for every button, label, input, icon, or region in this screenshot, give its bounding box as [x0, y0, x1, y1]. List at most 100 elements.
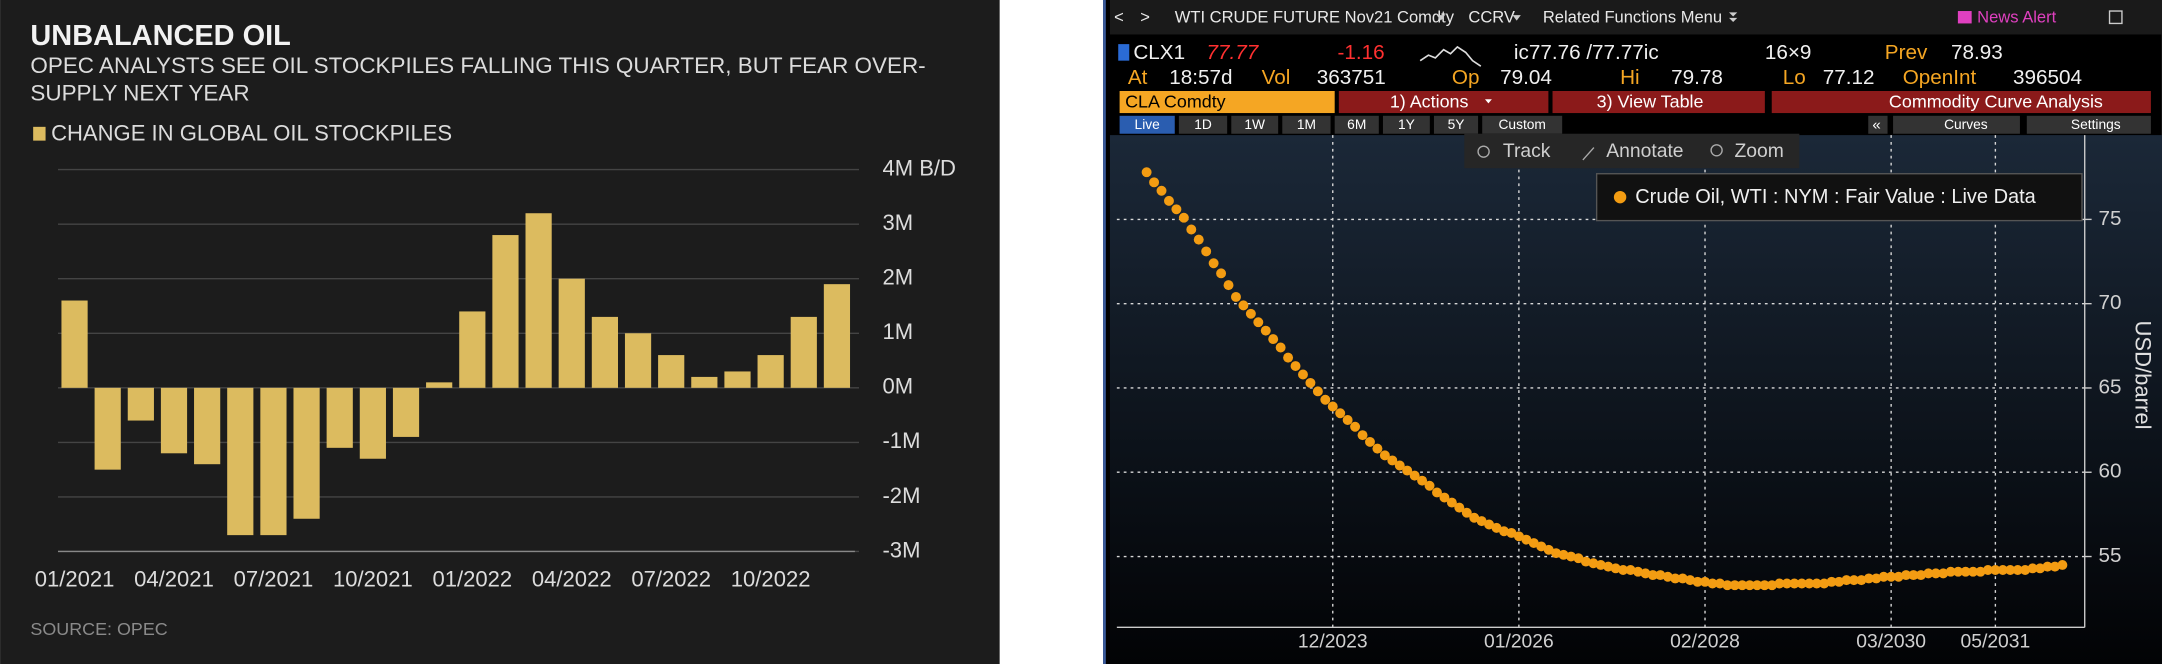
point — [1834, 576, 1844, 587]
title-box — [1771, 90, 2151, 114]
point — [1528, 538, 1539, 549]
point — [1700, 576, 1710, 587]
point — [1253, 317, 1264, 328]
point — [1216, 268, 1227, 279]
range-button[interactable] — [1482, 115, 1563, 134]
point — [1915, 570, 1926, 581]
point — [1640, 568, 1651, 579]
curves-button[interactable] — [1893, 115, 2020, 134]
security-box[interactable] — [1119, 90, 1335, 114]
point — [1476, 516, 1487, 527]
point — [1759, 580, 1770, 591]
chart-subtitle: OPEC ANALYSTS SEE OIL STOCKPILES FALLING… — [30, 53, 926, 107]
actions[interactable]: 1) Actions — [1390, 91, 1469, 111]
point — [1469, 512, 1480, 523]
range-label[interactable]: 5Y — [1448, 117, 1465, 132]
point — [1312, 386, 1323, 397]
actions-button[interactable] — [1338, 90, 1549, 114]
range-button[interactable] — [1231, 115, 1279, 134]
point — [1573, 553, 1584, 564]
point — [1610, 563, 1621, 574]
point — [1819, 578, 1830, 589]
security[interactable]: CLA Comdty — [1125, 91, 1226, 111]
bar — [293, 387, 320, 519]
range-button[interactable] — [1382, 115, 1430, 134]
point — [1595, 559, 1606, 570]
nav-menu[interactable]: Related Functions Menu — [1543, 7, 1722, 26]
point — [1164, 195, 1174, 206]
point — [1432, 487, 1442, 498]
news-alert[interactable]: News Alert — [1977, 7, 2056, 26]
range-button[interactable] — [1282, 115, 1331, 134]
x-tick-label: 04/2022 — [532, 566, 612, 591]
collapse[interactable]: « — [1872, 116, 1880, 133]
nav-function[interactable]: CCRV — [1468, 7, 1515, 26]
point — [1923, 568, 1934, 579]
nav-back[interactable]: < — [1114, 7, 1124, 26]
open: 79.04 — [1500, 66, 1552, 89]
x-tick-label: 12/2023 — [1298, 632, 1368, 653]
bar — [359, 387, 386, 459]
point — [1938, 568, 1949, 579]
y-tick-label: 65 — [2099, 375, 2122, 398]
zoom[interactable]: Zoom — [1735, 141, 1784, 162]
bar — [724, 371, 751, 388]
point — [2035, 563, 2046, 574]
range-button[interactable] — [1178, 115, 1228, 134]
bar — [392, 387, 420, 437]
range-button[interactable] — [1334, 115, 1379, 134]
x-tick-label: 04/2021 — [134, 566, 214, 591]
point — [1446, 497, 1457, 508]
y-tick-label: 75 — [2099, 207, 2122, 230]
point — [1417, 475, 1428, 486]
point — [1543, 544, 1554, 555]
range-label[interactable]: 6M — [1347, 117, 1366, 132]
point — [1439, 492, 1450, 503]
nav-security[interactable]: WTI CRUDE FUTURE Nov21 Comdty — [1175, 7, 1455, 26]
table-button[interactable] — [1552, 90, 1765, 114]
legend-swatch — [33, 126, 46, 141]
track[interactable]: Track — [1503, 141, 1551, 162]
point — [1722, 580, 1733, 591]
open-label: Op — [1452, 66, 1480, 89]
bar — [525, 213, 552, 388]
at-label: At — [1128, 66, 1148, 89]
annotate[interactable]: Annotate — [1606, 141, 1683, 162]
source: SOURCE: OPEC — [30, 619, 167, 639]
settings-button[interactable] — [2026, 115, 2151, 134]
view-table[interactable]: 3) View Table — [1597, 91, 1704, 111]
nav-forward[interactable]: > — [1140, 7, 1150, 26]
curves[interactable]: Curves — [1944, 117, 1988, 132]
bar — [94, 387, 121, 470]
size: 16×9 — [1765, 41, 1812, 64]
point — [1186, 224, 1197, 235]
bar — [492, 235, 519, 388]
point — [1298, 369, 1308, 380]
point — [1781, 578, 1792, 589]
point — [2012, 565, 2023, 575]
open-interest: 396504 — [2013, 66, 2082, 89]
range-label[interactable]: Custom — [1498, 117, 1545, 132]
point — [1260, 325, 1271, 336]
point — [1327, 401, 1338, 412]
dropdown-icon — [1436, 15, 1445, 21]
point — [1305, 377, 1316, 388]
point — [1729, 580, 1740, 591]
range-label[interactable]: Live — [1135, 117, 1161, 132]
range-button[interactable] — [1119, 115, 1175, 134]
range-label[interactable]: 1D — [1194, 117, 1212, 132]
point — [1796, 578, 1807, 589]
point — [1655, 570, 1666, 581]
range-label[interactable]: 1Y — [1398, 117, 1415, 132]
point — [1342, 415, 1353, 425]
collapse-button[interactable] — [1868, 115, 1888, 134]
range-button[interactable] — [1433, 115, 1479, 134]
range-label[interactable]: 1M — [1297, 117, 1316, 132]
x-tick-label: 01/2022 — [432, 566, 512, 591]
range-label[interactable]: 1W — [1244, 117, 1265, 132]
settings[interactable]: Settings — [2071, 117, 2121, 132]
point — [1953, 566, 1964, 577]
y-tick-label: -3M — [882, 537, 920, 562]
bar — [591, 316, 619, 388]
